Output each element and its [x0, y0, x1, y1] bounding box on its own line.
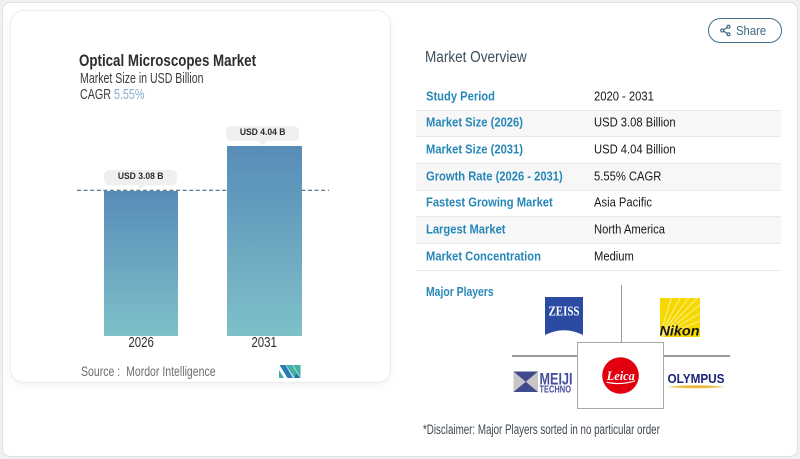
- svg-text:ZEISS: ZEISS: [548, 303, 579, 318]
- svg-text:Nikon: Nikon: [660, 322, 700, 337]
- svg-text:Leica: Leica: [606, 368, 635, 383]
- svg-text:MEIJI: MEIJI: [540, 370, 573, 389]
- svg-text:TECHNO: TECHNO: [540, 385, 572, 394]
- svg-text:OLYMPUS: OLYMPUS: [668, 372, 725, 386]
